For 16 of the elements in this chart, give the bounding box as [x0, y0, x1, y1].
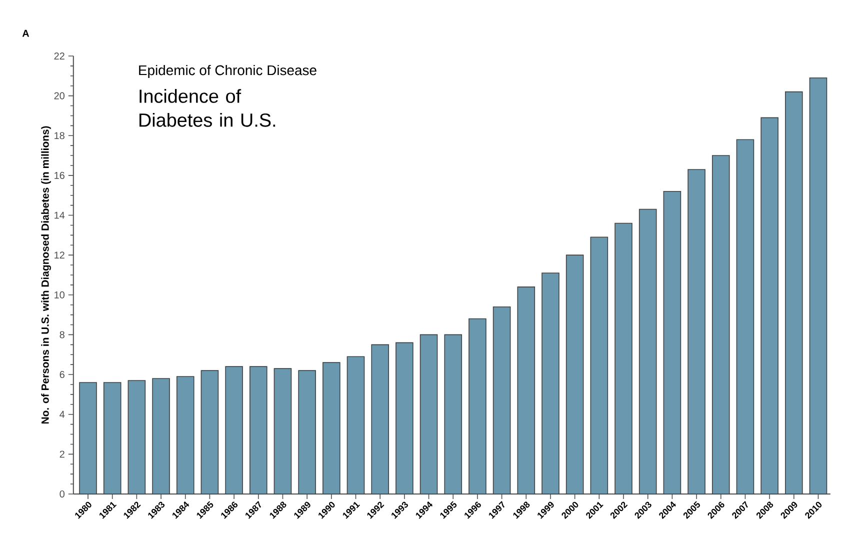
- y-tick-label: 16: [54, 172, 64, 179]
- y-tick-label: 4: [60, 410, 65, 418]
- y-tick-label: 14: [54, 212, 65, 219]
- y-tick-label: 2: [60, 450, 64, 458]
- y-tick-label: 0: [60, 490, 64, 498]
- y-axis-title: No. of Persons in U.S. with Diagnosed Diabetes (in millions): [41, 126, 51, 424]
- text: Incidence of Diabetes in U.S.: [140, 89, 276, 127]
- y-tick-label: 8: [60, 331, 64, 338]
- text: Epidemic of Chronic Disease: [139, 64, 316, 78]
- y-tick-label: 10: [54, 291, 64, 298]
- y-tick-label: 22: [54, 52, 64, 60]
- y-tick-label: 20: [54, 92, 64, 100]
- y-tick-label: 12: [54, 252, 64, 259]
- y-tick-label: 6: [60, 371, 64, 378]
- y-tick-label: 18: [54, 132, 64, 140]
- text: A: [22, 30, 30, 37]
